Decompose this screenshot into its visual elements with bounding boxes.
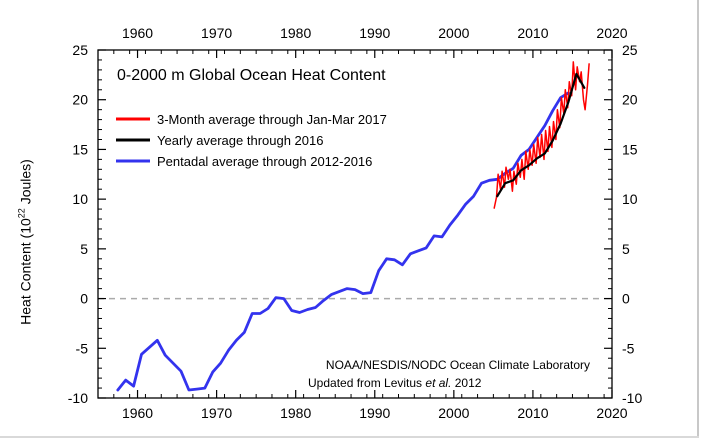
y-tick-label-right: 20: [622, 92, 638, 108]
x-tick-label-bottom: 1980: [280, 405, 311, 421]
legend-entry: Pentadal average through 2012-2016: [116, 154, 372, 169]
legend-label: 3-Month average through Jan-Mar 2017: [157, 112, 387, 127]
frame-bottom-edge: [0, 436, 699, 438]
x-tick-label-top: 2010: [517, 25, 548, 41]
series-pentadal-line: [116, 91, 570, 392]
y-tick-label-right: 0: [622, 291, 630, 307]
x-tick-label-top: 1980: [280, 25, 311, 41]
x-tick-label-bottom: 1970: [201, 405, 232, 421]
legend-entry: 3-Month average through Jan-Mar 2017: [116, 112, 387, 127]
x-tick-label-bottom: 1990: [359, 405, 390, 421]
x-tick-label-top: 1990: [359, 25, 390, 41]
x-tick-label-top: 2000: [438, 25, 469, 41]
legend-entry: Yearly average through 2016: [116, 133, 323, 148]
y-tick-label-left: 0: [80, 291, 88, 307]
y-tick-label-right: 5: [622, 241, 630, 257]
frame-right-edge: [697, 0, 699, 438]
y-tick-label-left: -10: [68, 390, 88, 406]
y-tick-label-right: -5: [622, 340, 635, 356]
y-tick-label-left: 5: [80, 241, 88, 257]
x-tick-label-bottom: 1960: [122, 405, 153, 421]
legend-label: Yearly average through 2016: [157, 133, 323, 148]
y-tick-label-left: 10: [72, 191, 88, 207]
y-tick-label-left: -5: [76, 340, 89, 356]
x-tick-label-top: 1960: [122, 25, 153, 41]
source-annotation-line2: Updated from Levitus et al. 2012: [308, 376, 482, 390]
series-yearly-line: [496, 72, 586, 198]
y-tick-label-left: 20: [72, 92, 88, 108]
y-tick-label-right: 10: [622, 191, 638, 207]
y-tick-label-right: 25: [622, 42, 638, 58]
x-tick-label-top: 1970: [201, 25, 232, 41]
y-tick-label-right: -10: [622, 390, 642, 406]
x-tick-label-bottom: 2000: [438, 405, 469, 421]
x-tick-label-bottom: 2020: [596, 405, 627, 421]
series-3month-line: [493, 61, 590, 209]
chart-title: 0-2000 m Global Ocean Heat Content: [117, 67, 386, 84]
plot-frame: [97, 49, 613, 399]
y-tick-label-right: 15: [622, 141, 638, 157]
y-tick-label-left: 25: [72, 42, 88, 58]
x-tick-label-bottom: 2010: [517, 405, 548, 421]
source-annotation-line1: NOAA/NESDIS/NODC Ocean Climate Laborator…: [326, 358, 590, 372]
y-tick-label-left: 15: [72, 141, 88, 157]
x-tick-label-top: 2020: [596, 25, 627, 41]
y-axis-label: Heat Content (1022 Joules): [16, 159, 34, 325]
legend-label: Pentadal average through 2012-2016: [157, 154, 372, 169]
